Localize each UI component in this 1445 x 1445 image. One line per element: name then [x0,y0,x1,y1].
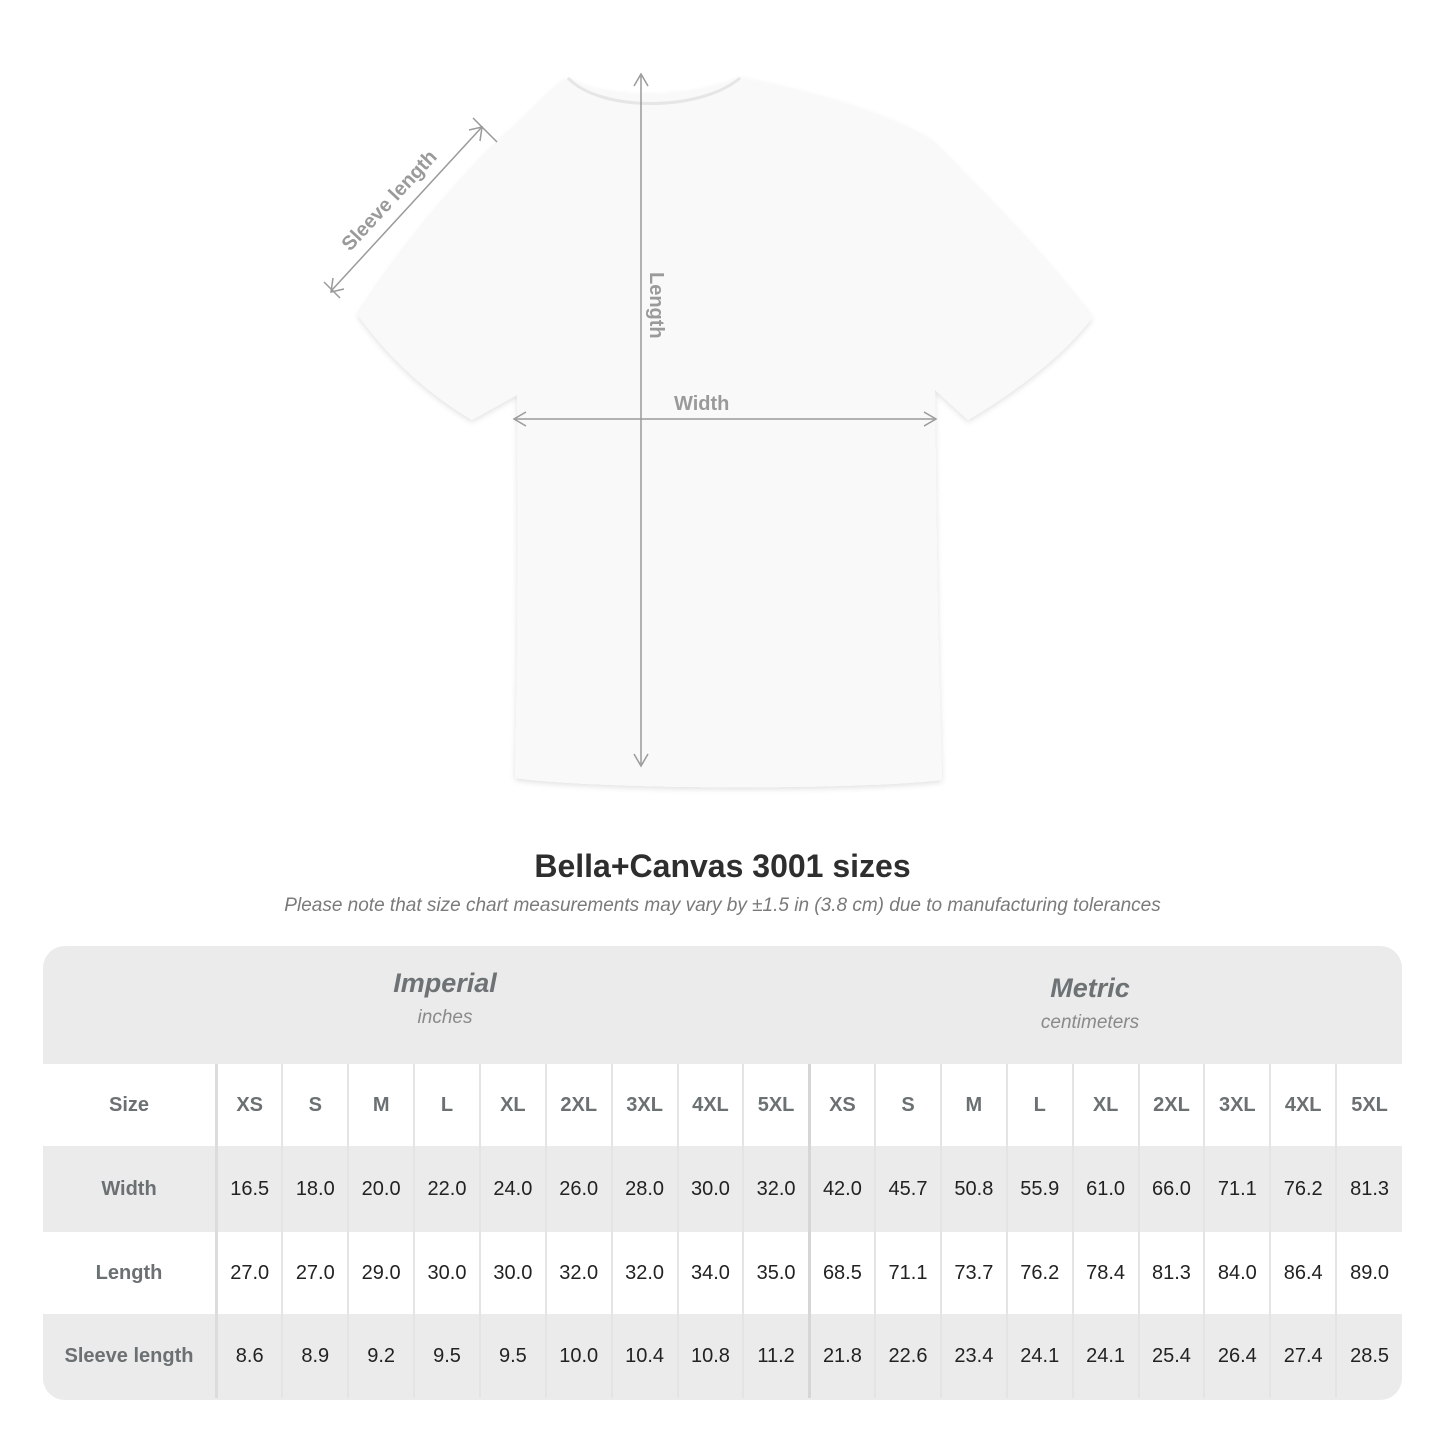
cell-imperial: 10.8 [676,1314,744,1398]
tolerance-note: Please note that size chart measurements… [284,895,1161,916]
cell-metric: 22.6 [874,1314,941,1398]
cell-imperial: 35.0 [742,1232,810,1314]
cell-metric: 23.4 [939,1314,1007,1398]
cell-metric: 68.5 [807,1232,876,1314]
imperial-header: Imperial inches [393,968,497,1028]
cell-imperial: 30.0 [676,1146,744,1232]
cell-metric: 84.0 [1203,1232,1271,1314]
sleeve-measure-line [331,127,482,291]
size-header-metric: S [874,1064,941,1146]
cell-imperial: 8.6 [215,1314,283,1398]
cell-imperial: 32.0 [544,1232,612,1314]
cell-imperial: 27.0 [215,1232,283,1314]
row-label: Length [43,1232,218,1314]
size-header-imperial: XL [478,1064,546,1146]
table-row: Length 27.0 27.0 29.0 30.0 30.0 32.0 32.0 34.0 35… [43,1232,1402,1314]
cell-imperial: 29.0 [347,1232,415,1314]
width-label: Width [674,393,729,415]
size-table-card: Imperial inches Metric centimeters Size X… [43,946,1402,1400]
cell-metric: 61.0 [1071,1146,1139,1232]
cell-metric: 42.0 [807,1146,876,1232]
size-header-imperial: 2XL [544,1064,612,1146]
size-header-imperial: XS [215,1064,283,1146]
cell-imperial: 30.0 [478,1232,546,1314]
cell-imperial: 30.0 [413,1232,480,1314]
cell-metric: 89.0 [1335,1232,1402,1314]
tshirt-shape [358,78,1092,788]
cell-imperial: 9.2 [347,1314,415,1398]
cell-metric: 81.3 [1137,1232,1205,1314]
cell-metric: 25.4 [1137,1314,1205,1398]
cell-imperial: 26.0 [544,1146,612,1232]
cell-imperial: 24.0 [478,1146,546,1232]
cell-metric: 55.9 [1005,1146,1073,1232]
size-header-imperial: L [413,1064,480,1146]
cell-imperial: 20.0 [347,1146,415,1232]
tshirt-diagram: Sleeve length Length Width [323,72,1092,788]
cell-imperial: 22.0 [413,1146,480,1232]
cell-metric: 78.4 [1071,1232,1139,1314]
table-row: Sleeve length 8.6 8.9 9.2 9.5 9.5 10.0 10.4 10.8… [43,1314,1402,1398]
cell-imperial: 32.0 [742,1146,810,1232]
cell-imperial: 27.0 [281,1232,349,1314]
cell-imperial: 10.4 [610,1314,678,1398]
cell-imperial: 16.5 [215,1146,283,1232]
size-header-metric: L [1005,1064,1073,1146]
cell-imperial: 10.0 [544,1314,612,1398]
size-header-metric: 3XL [1203,1064,1271,1146]
size-table: Size XS S M L XL 2XL 3XL 4XL 5XL XS S M L XL 2XL 3XL 4XL 5… [43,1064,1402,1398]
cell-imperial: 28.0 [610,1146,678,1232]
size-header-metric: M [939,1064,1007,1146]
cell-metric: 76.2 [1269,1146,1337,1232]
row-label: Width [43,1146,218,1232]
cell-metric: 73.7 [939,1232,1007,1314]
cell-metric: 81.3 [1335,1146,1402,1232]
size-header-imperial: 5XL [742,1064,810,1146]
size-header-metric: 2XL [1137,1064,1205,1146]
cell-imperial: 8.9 [281,1314,349,1398]
cell-imperial: 34.0 [676,1232,744,1314]
cell-imperial: 9.5 [478,1314,546,1398]
metric-header: Metric centimeters [1040,973,1140,1033]
cell-metric: 28.5 [1335,1314,1402,1398]
size-header-metric: XL [1071,1064,1139,1146]
size-header-metric: XS [807,1064,876,1146]
cell-imperial: 18.0 [281,1146,349,1232]
cell-metric: 45.7 [874,1146,941,1232]
cell-imperial: 11.2 [742,1314,810,1398]
size-header-metric: 4XL [1269,1064,1337,1146]
length-label: Length [645,272,667,339]
cell-metric: 50.8 [939,1146,1007,1232]
cell-metric: 24.1 [1071,1314,1139,1398]
size-header-metric: 5XL [1335,1064,1402,1146]
page-title: Bella+Canvas 3001 sizes [534,848,911,884]
cell-metric: 71.1 [874,1232,941,1314]
size-header-imperial: 4XL [676,1064,744,1146]
row-label: Sleeve length [43,1314,218,1398]
cell-metric: 21.8 [807,1314,876,1398]
cell-metric: 27.4 [1269,1314,1337,1398]
cell-metric: 66.0 [1137,1146,1205,1232]
cell-imperial: 9.5 [413,1314,480,1398]
cell-metric: 76.2 [1005,1232,1073,1314]
cell-imperial: 32.0 [610,1232,678,1314]
size-header-imperial: M [347,1064,415,1146]
cell-metric: 26.4 [1203,1314,1271,1398]
size-label: Size [43,1064,218,1146]
size-header-row: Size XS S M L XL 2XL 3XL 4XL 5XL XS S M L XL 2XL 3XL 4XL 5… [43,1064,1402,1146]
table-row: Width 16.5 18.0 20.0 22.0 24.0 26.0 28.0 30.0 32.… [43,1146,1402,1232]
size-header-imperial: S [281,1064,349,1146]
cell-metric: 24.1 [1005,1314,1073,1398]
cell-metric: 71.1 [1203,1146,1271,1232]
cell-metric: 86.4 [1269,1232,1337,1314]
size-header-imperial: 3XL [610,1064,678,1146]
